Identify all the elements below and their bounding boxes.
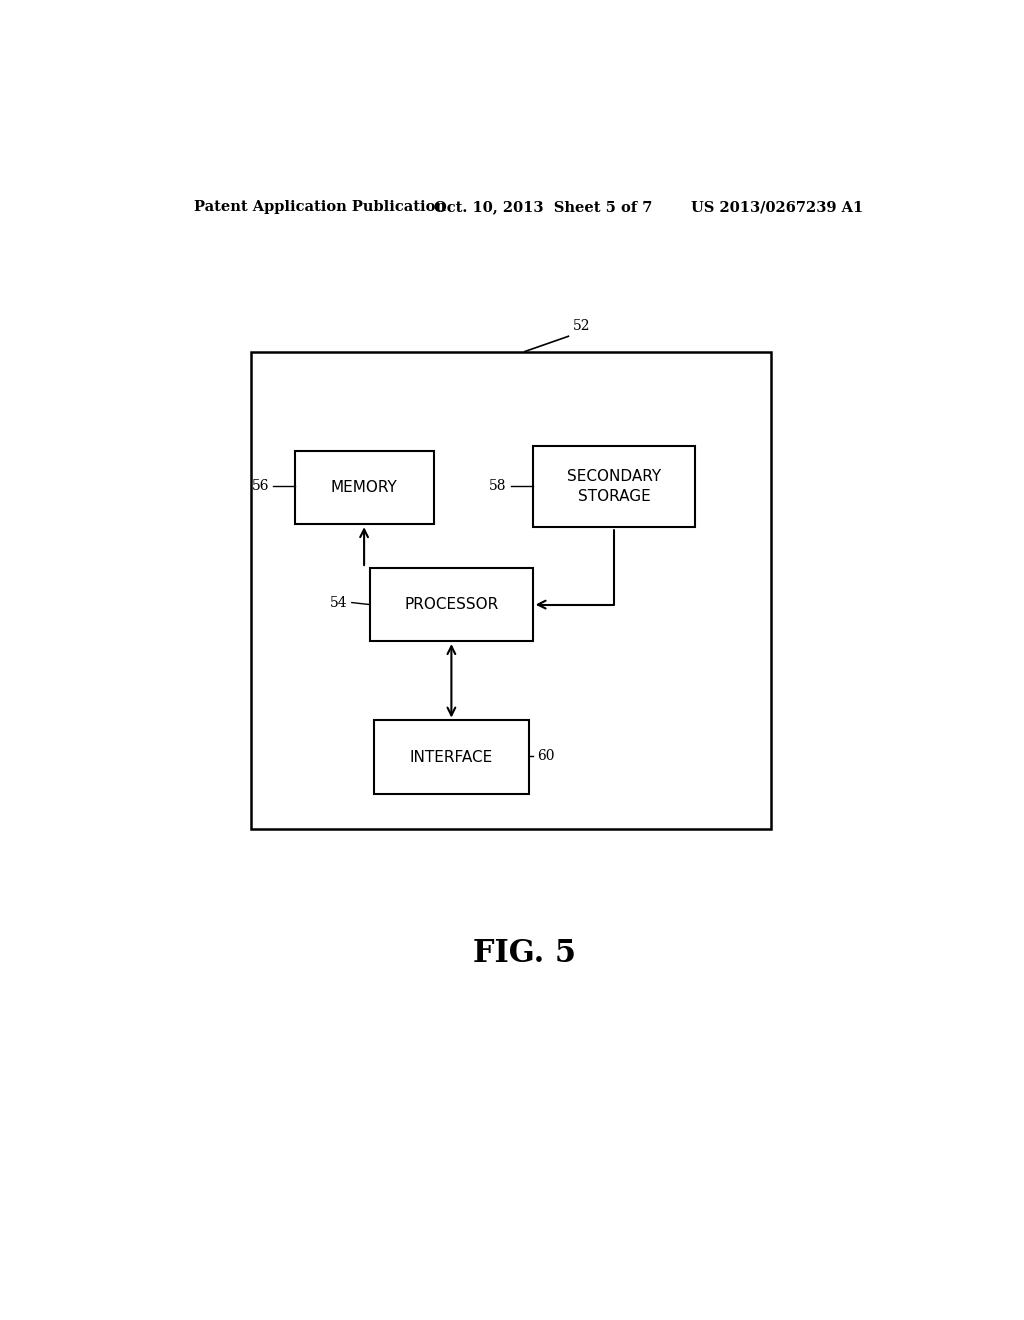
Bar (251, 351, 771, 829)
Text: SECONDARY
STORAGE: SECONDARY STORAGE (567, 470, 662, 504)
Text: 58: 58 (489, 479, 507, 492)
Text: MEMORY: MEMORY (331, 480, 397, 495)
Text: PROCESSOR: PROCESSOR (404, 597, 499, 612)
Bar (295, 451, 433, 524)
Text: US 2013/0267239 A1: US 2013/0267239 A1 (691, 201, 863, 214)
Text: INTERFACE: INTERFACE (410, 750, 493, 764)
Text: 56: 56 (252, 479, 269, 492)
Bar (374, 721, 528, 793)
Text: Patent Application Publication: Patent Application Publication (194, 201, 445, 214)
Text: 54: 54 (330, 595, 348, 610)
Text: 52: 52 (572, 319, 590, 333)
Text: FIG. 5: FIG. 5 (473, 937, 577, 969)
Bar (370, 568, 532, 642)
Bar (532, 446, 695, 528)
Text: 60: 60 (537, 748, 554, 763)
Text: Oct. 10, 2013  Sheet 5 of 7: Oct. 10, 2013 Sheet 5 of 7 (433, 201, 652, 214)
